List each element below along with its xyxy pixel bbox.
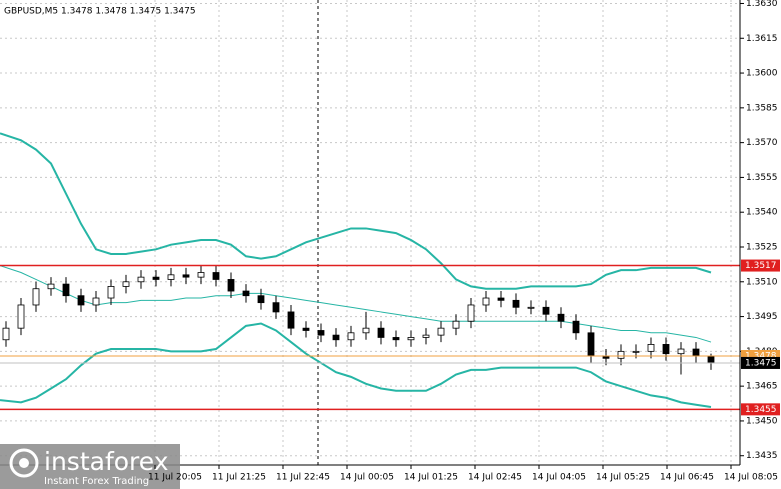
candle-body <box>632 350 640 353</box>
price-level-box <box>741 259 780 272</box>
candle-body <box>2 327 10 341</box>
candle-body <box>167 274 175 280</box>
candle-body <box>17 304 25 329</box>
candle-body <box>542 306 550 315</box>
x-tick-label: 14 Jul 00:05 <box>340 473 394 483</box>
x-tick-label: 14 Jul 01:25 <box>404 473 458 483</box>
y-tick-label: 1.3615 <box>746 34 778 44</box>
candle-body <box>647 344 655 352</box>
candle-body <box>107 286 115 299</box>
candle-body <box>272 302 280 313</box>
candle-body <box>677 348 685 355</box>
candle-body <box>467 304 475 322</box>
y-tick-label: 1.3555 <box>746 173 778 183</box>
candle-body <box>482 297 490 306</box>
candle-body <box>452 320 460 329</box>
candle-body <box>422 334 430 338</box>
logo-tagline: Instant Forex Trading <box>44 476 149 487</box>
logo-name: instaforex <box>44 447 169 476</box>
candle-body <box>47 283 55 290</box>
x-tick-label: 14 Jul 06:45 <box>660 473 714 483</box>
x-tick-label: 14 Jul 05:25 <box>596 473 650 483</box>
y-tick-label: 1.3435 <box>746 451 778 461</box>
candle-body <box>62 283 70 297</box>
y-tick-label: 1.3510 <box>746 277 778 287</box>
y-tick-label: 1.3495 <box>746 312 778 322</box>
x-tick-label: 11 Jul 21:25 <box>212 473 266 483</box>
x-tick-label: 14 Jul 04:05 <box>532 473 586 483</box>
price-level-box <box>741 403 780 416</box>
y-tick-label: 1.3540 <box>746 208 778 218</box>
price-level-label: 1.3517 <box>745 261 777 271</box>
candle-body <box>32 288 40 306</box>
y-tick-label: 1.3585 <box>746 103 778 113</box>
candle-body <box>512 299 520 308</box>
candle-body <box>317 330 325 336</box>
band-line <box>0 265 712 343</box>
logo-icon <box>9 448 39 478</box>
x-tick-label: 14 Jul 08:05 <box>724 473 778 483</box>
x-tick-label: 11 Jul 22:45 <box>276 473 330 483</box>
y-tick-label: 1.3465 <box>746 382 778 392</box>
y-tick-label: 1.3525 <box>746 242 778 252</box>
chart-title: GBPUSD,M5 1.3478 1.3478 1.3475 1.3475 <box>4 7 196 17</box>
y-tick-label: 1.3450 <box>746 416 778 426</box>
candle-body <box>287 311 295 329</box>
candle-body <box>152 276 160 280</box>
candle-body <box>617 350 625 359</box>
candle-body <box>122 281 130 287</box>
candle-body <box>587 332 595 357</box>
y-tick-label: 1.3600 <box>746 69 778 79</box>
candle-body <box>242 290 250 297</box>
candle-body <box>227 279 235 292</box>
y-tick-label: 1.3630 <box>746 0 778 9</box>
price-level-label: 1.3475 <box>745 358 777 368</box>
candle-body <box>197 272 205 278</box>
candle-body <box>92 297 100 306</box>
candle-body <box>77 295 85 306</box>
x-tick-label: 14 Jul 02:45 <box>468 473 522 483</box>
candle-body <box>557 313 565 322</box>
candle-body <box>377 327 385 338</box>
candle-body <box>437 327 445 336</box>
candle-body <box>497 297 505 301</box>
candle-body <box>662 344 670 355</box>
candle-body <box>572 320 580 334</box>
band-line <box>0 132 712 290</box>
band-line <box>0 322 712 409</box>
candle-body <box>707 355 715 364</box>
x-tick-label: 11 Jul 20:05 <box>148 473 202 483</box>
candle-body <box>392 337 400 341</box>
y-tick-label: 1.3570 <box>746 138 778 148</box>
logo: instaforex Instant Forex Trading <box>0 444 180 489</box>
logo-icon-core <box>19 458 29 468</box>
candle-body <box>692 348 700 357</box>
candle-body <box>362 327 370 334</box>
candle-body <box>527 306 535 309</box>
candle-body <box>212 272 220 280</box>
candle-body <box>137 276 145 283</box>
price-level-box <box>741 356 780 369</box>
price-level-label: 1.3478 <box>745 351 777 361</box>
candle-body <box>347 332 355 341</box>
candle-body <box>332 334 340 341</box>
price-level-label: 1.3455 <box>745 405 777 415</box>
candle-body <box>257 295 265 304</box>
candle-body <box>182 274 190 278</box>
candle-body <box>407 337 415 341</box>
candle-body <box>302 327 310 331</box>
